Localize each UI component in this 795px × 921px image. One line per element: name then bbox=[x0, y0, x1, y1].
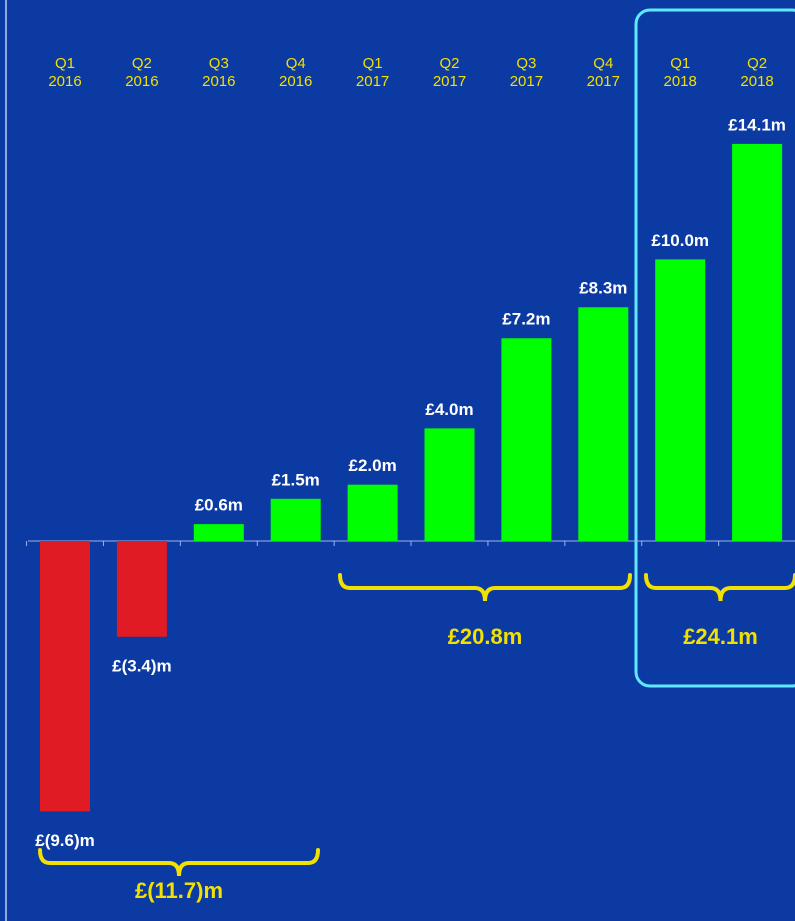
bar bbox=[732, 143, 783, 542]
x-tick-label: 2016 bbox=[48, 73, 81, 90]
x-tick-label: Q2 bbox=[132, 55, 152, 72]
highlight-box bbox=[634, 8, 795, 688]
x-tick-label: 2016 bbox=[202, 73, 235, 90]
value-label: £7.2m bbox=[502, 310, 550, 329]
value-label: £(3.4)m bbox=[112, 656, 172, 675]
bar bbox=[578, 307, 629, 542]
x-tick-label: Q1 bbox=[670, 55, 690, 72]
value-label: £10.0m bbox=[651, 231, 709, 250]
bracket bbox=[38, 848, 320, 877]
x-tick-label: Q4 bbox=[593, 55, 613, 72]
bracket bbox=[338, 573, 632, 602]
x-tick-label: 2016 bbox=[279, 73, 312, 90]
x-tick-label: Q1 bbox=[363, 55, 383, 72]
bar bbox=[347, 484, 398, 542]
value-label: £0.6m bbox=[195, 496, 243, 515]
x-tick-label: Q1 bbox=[55, 55, 75, 72]
x-tick-label: 2017 bbox=[510, 73, 543, 90]
bar bbox=[655, 259, 706, 542]
value-label: £8.3m bbox=[579, 279, 627, 298]
bar bbox=[270, 498, 321, 542]
x-tick-label: 2017 bbox=[433, 73, 466, 90]
x-tick-label: 2018 bbox=[740, 73, 773, 90]
x-tick-label: 2016 bbox=[125, 73, 158, 90]
annotation: £24.1m bbox=[683, 624, 758, 649]
value-label: £14.1m bbox=[728, 115, 786, 134]
bar bbox=[40, 541, 90, 812]
bracket bbox=[644, 573, 795, 602]
x-tick-label: Q2 bbox=[439, 55, 459, 72]
x-tick-label: 2017 bbox=[587, 73, 620, 90]
x-tick-label: Q2 bbox=[747, 55, 767, 72]
x-tick-label: Q3 bbox=[516, 55, 536, 72]
value-label: £1.5m bbox=[272, 470, 320, 489]
bar bbox=[501, 338, 552, 542]
value-label: £2.0m bbox=[348, 456, 396, 475]
x-tick-label: 2018 bbox=[664, 73, 697, 90]
bar bbox=[193, 524, 244, 542]
value-label: £4.0m bbox=[425, 400, 473, 419]
annotation: £20.8m bbox=[448, 624, 523, 649]
x-tick-label: 2017 bbox=[356, 73, 389, 90]
bar bbox=[424, 428, 475, 542]
x-tick-label: Q3 bbox=[209, 55, 229, 72]
annotation: £(11.7)m bbox=[135, 878, 223, 903]
bar bbox=[116, 541, 167, 637]
x-tick-label: Q4 bbox=[286, 55, 306, 72]
value-label: £(9.6)m bbox=[35, 831, 95, 850]
